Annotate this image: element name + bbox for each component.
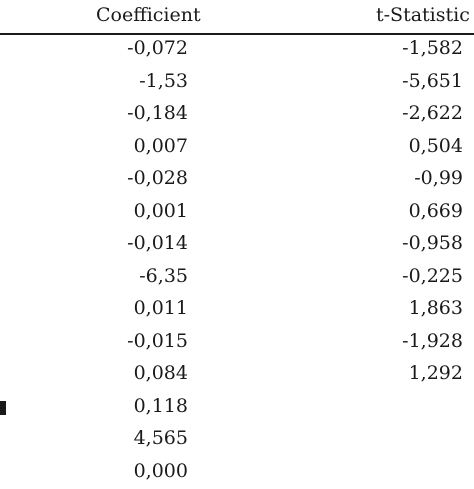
- table-row: 4,565: [0, 424, 474, 457]
- table-row: -1,53 -5,651: [0, 67, 474, 100]
- t-statistic-cell: 0,504: [409, 135, 463, 157]
- coefficient-cell: 4,565: [134, 427, 188, 449]
- regression-table: Coefficient t-Statistic -0,072 -1,582 -1…: [0, 0, 474, 474]
- table-row: 0,084 1,292: [0, 359, 474, 392]
- t-statistic-cell: -0,958: [402, 232, 463, 254]
- coefficient-cell: 0,001: [134, 200, 188, 222]
- coefficient-cell: -0,028: [127, 167, 188, 189]
- table-row: -0,014 -0,958: [0, 229, 474, 262]
- table-row: -0,015 -1,928: [0, 327, 474, 360]
- t-statistic-cell: -1,582: [402, 37, 463, 59]
- table-row: -0,184 -2,622: [0, 99, 474, 132]
- coefficient-cell: 0,084: [134, 362, 188, 384]
- coefficient-header: Coefficient: [96, 4, 201, 26]
- t-statistic-cell: 1,292: [409, 362, 463, 384]
- t-statistic-cell: -0,225: [402, 265, 463, 287]
- table-header-row: Coefficient t-Statistic: [0, 0, 474, 34]
- t-statistic-cell: -5,651: [402, 70, 463, 92]
- t-statistic-cell: -0,99: [414, 167, 463, 189]
- coefficient-cell: -0,184: [127, 102, 188, 124]
- coefficient-cell: 0,007: [134, 135, 188, 157]
- coefficient-cell: -0,072: [127, 37, 188, 59]
- coefficient-cell: -6,35: [139, 265, 188, 287]
- table-body: -0,072 -1,582 -1,53 -5,651 -0,184 -2,622…: [0, 34, 474, 489]
- table-row: -0,028 -0,99: [0, 164, 474, 197]
- table-row: 0,118: [0, 392, 474, 425]
- cropped-row-label-fragment: [0, 401, 6, 415]
- coefficient-cell: -1,53: [139, 70, 188, 92]
- t-statistic-cell: -1,928: [402, 330, 463, 352]
- table-row: 0,000: [0, 457, 474, 489]
- t-statistic-cell: 0,669: [409, 200, 463, 222]
- coefficient-cell: -0,014: [127, 232, 188, 254]
- t-statistic-cell: 1,863: [409, 297, 463, 319]
- table-row: 0,007 0,504: [0, 132, 474, 165]
- table-row: 0,001 0,669: [0, 197, 474, 230]
- t-statistic-header: t-Statistic: [376, 4, 470, 26]
- t-statistic-cell: -2,622: [402, 102, 463, 124]
- table-row: -0,072 -1,582: [0, 34, 474, 67]
- coefficient-cell: 0,118: [134, 395, 188, 417]
- coefficient-cell: 0,000: [134, 460, 188, 482]
- table-row: -6,35 -0,225: [0, 262, 474, 295]
- table-row: 0,011 1,863: [0, 294, 474, 327]
- coefficient-cell: 0,011: [134, 297, 188, 319]
- coefficient-cell: -0,015: [127, 330, 188, 352]
